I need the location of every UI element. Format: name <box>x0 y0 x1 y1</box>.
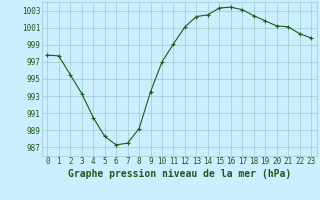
X-axis label: Graphe pression niveau de la mer (hPa): Graphe pression niveau de la mer (hPa) <box>68 169 291 179</box>
